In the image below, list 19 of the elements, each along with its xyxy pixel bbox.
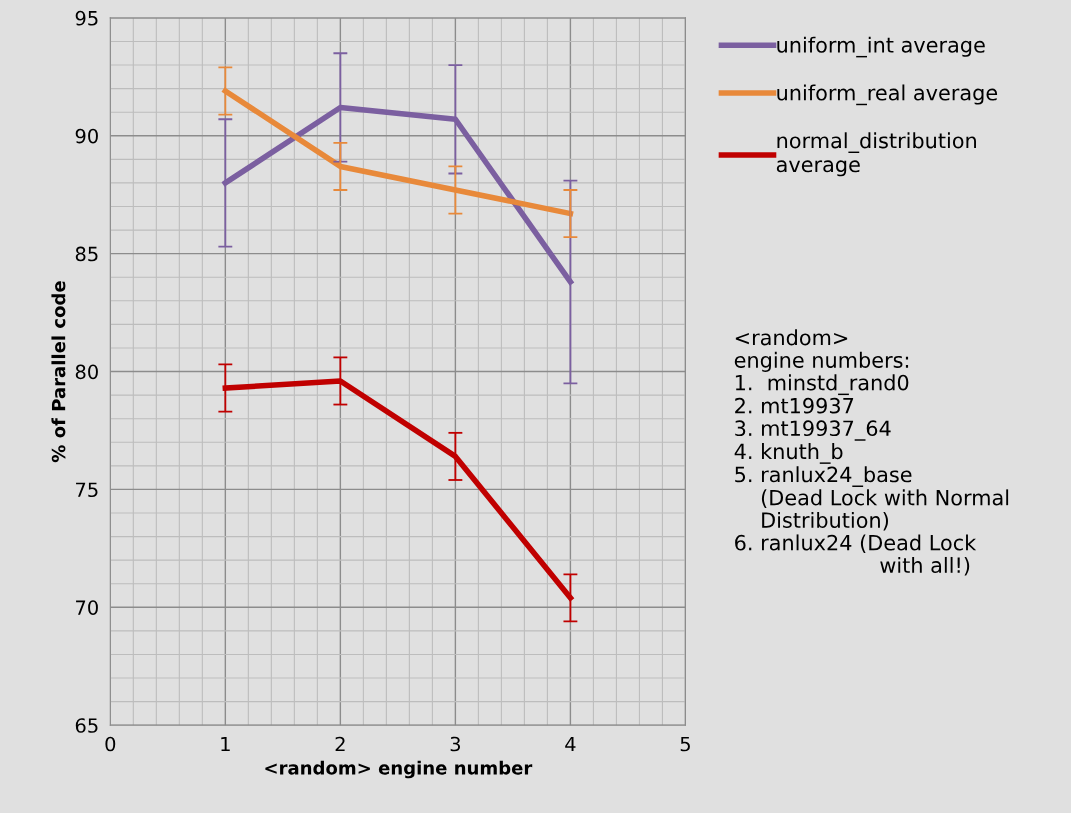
x-tick-label: 4 (565, 736, 576, 752)
y-tick-label: 75 (76, 482, 98, 498)
y-tick-label: 85 (75, 246, 98, 262)
legend-label: uniform_int average (777, 36, 985, 58)
y-tick-label: 80 (75, 364, 98, 380)
y-tick-label: 95 (75, 10, 98, 26)
x-tick-label: 1 (221, 736, 230, 752)
legend-label: normal_distribution average (776, 132, 976, 177)
legend-label: uniform_real average (777, 84, 998, 106)
x-tick-label: 5 (680, 736, 690, 752)
y-tick-label: 90 (75, 128, 98, 144)
y-axis-title: % of Parallel code (51, 281, 66, 463)
x-tick-label: 3 (450, 736, 461, 752)
x-axis-title: <random> engine number (265, 760, 533, 779)
y-tick-label: 65 (75, 718, 98, 733)
x-tick-label: 2 (335, 736, 345, 752)
x-tick-label: 0 (105, 736, 116, 752)
y-tick-label: 70 (76, 600, 98, 615)
text: <random> engine numbers: 1. minstd_rand0 2. mt19937 3. mt19937_64 4. knuth_b 5. ranlux24_base (Dead Lock with Normal Distribution) 6. ranlux24 (Dead Lock with all!) (734, 329, 1009, 576)
